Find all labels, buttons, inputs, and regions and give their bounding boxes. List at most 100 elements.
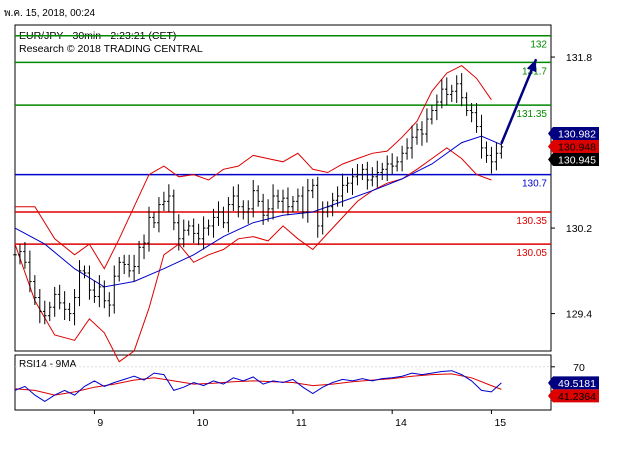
level-label-132: 132 [530,40,547,51]
price-bar [57,284,62,310]
price-bar [315,176,320,238]
price-bar [72,289,77,326]
price-bar [365,161,370,190]
price-bar [320,201,325,235]
price-bar [499,141,504,159]
price-bar [370,167,375,187]
price-bar [296,188,300,211]
price-bar [310,178,315,199]
price-bar [479,114,484,159]
price-value-tag-2-label: 130.945 [558,154,596,166]
price-bar [400,145,404,172]
price-bar [107,292,112,317]
price-bar [380,162,385,180]
price-bar [97,275,102,308]
price-bar [301,186,305,219]
price-bar [142,234,146,260]
forecast-arrow-head [526,59,537,73]
price-bar [167,184,171,213]
price-bar [216,201,221,226]
level-label-131.35: 131.35 [516,109,547,120]
price-bar [430,105,434,125]
x-tick-label: 10 [197,417,209,429]
price-bar [420,121,424,146]
rsi-line [14,370,502,402]
price-bar [172,189,176,231]
bollinger-bands [14,65,492,363]
price-bar [425,108,429,143]
price-bar [87,265,92,300]
price-bar [102,280,107,309]
price-y-tick-label: 131.8 [566,52,592,64]
price-bar [435,94,439,121]
x-tick-label: 15 [494,417,506,429]
price-bar [221,206,226,229]
rsi-panel-label: RSI14 - 9MA [19,359,77,370]
price-bar [484,141,489,163]
price-bar [176,214,181,251]
price-bar [286,187,290,216]
price-bar [281,189,285,214]
price-bar [489,146,494,174]
price-bar [390,153,394,175]
price-bar [440,79,444,109]
price-bar [306,178,310,223]
price-bar [355,163,360,186]
price-bar [82,265,87,279]
price-bar [340,173,345,207]
price-bar [77,260,82,307]
price-bar [13,249,17,261]
level-label-130.35: 130.35 [516,216,547,227]
price-value-tag-0-box [548,126,599,140]
price-bar [18,244,22,265]
axes: 131.8 130.2 129.4 70 9 10 11 14 15 [93,52,592,429]
price-bar [375,160,380,188]
price-bar [410,125,414,159]
price-bar [415,123,419,145]
chart-frame: EUR/JPY - 30min - 2:23:21 (CET) Research… [12,22,608,432]
price-bar [201,216,206,250]
rsi-value-tag-1-label: 41.2364 [558,391,596,403]
price-bar [464,92,469,116]
price-bar [147,206,151,252]
price-bar [335,186,340,207]
price-value-tag-0: 130.982 [548,126,599,140]
level-label-130.05: 130.05 [516,248,547,259]
price-bar [122,254,126,275]
rsi-value-tag-0: 49.5181 [548,376,599,390]
price-bar [47,301,52,322]
chart-subtitle: Research © 2018 TRADING CENTRAL [19,43,203,55]
price-bar [152,212,156,229]
price-bar [67,302,72,322]
price-bar [256,185,260,207]
price-bar [360,163,365,180]
bollinger-upper-line [15,65,492,270]
price-bar [206,219,211,236]
rsi-value-tag-1: 41.2364 [548,389,599,403]
price-bar [117,256,122,282]
level-label-131.7: 131.7 [522,66,547,77]
price-bar [186,220,191,236]
price-bar [276,189,280,209]
price-bar [196,223,201,246]
price-bar [181,219,186,248]
price-bar [241,200,246,220]
price-value-tag-2-box [548,152,599,166]
price-bar [191,218,196,244]
chart-svg: EUR/JPY - 30min - 2:23:21 (CET) Research… [13,24,599,429]
price-bar [459,73,464,107]
price-value-tag-0-label: 130.982 [558,128,596,140]
price-bar [62,291,67,321]
level-label-130.7: 130.7 [522,179,547,190]
bollinger-lower-line [14,147,492,363]
x-tick-label: 14 [395,417,407,429]
rsi-value-tag-1-box [548,389,599,403]
price-bar [92,280,97,303]
price-bar [330,192,335,217]
price-bar [444,77,449,106]
rsi-ma-line [14,373,502,396]
price-bar [494,142,499,171]
price-bar [291,196,295,213]
price-bar [42,300,47,325]
price-bar [350,168,355,195]
